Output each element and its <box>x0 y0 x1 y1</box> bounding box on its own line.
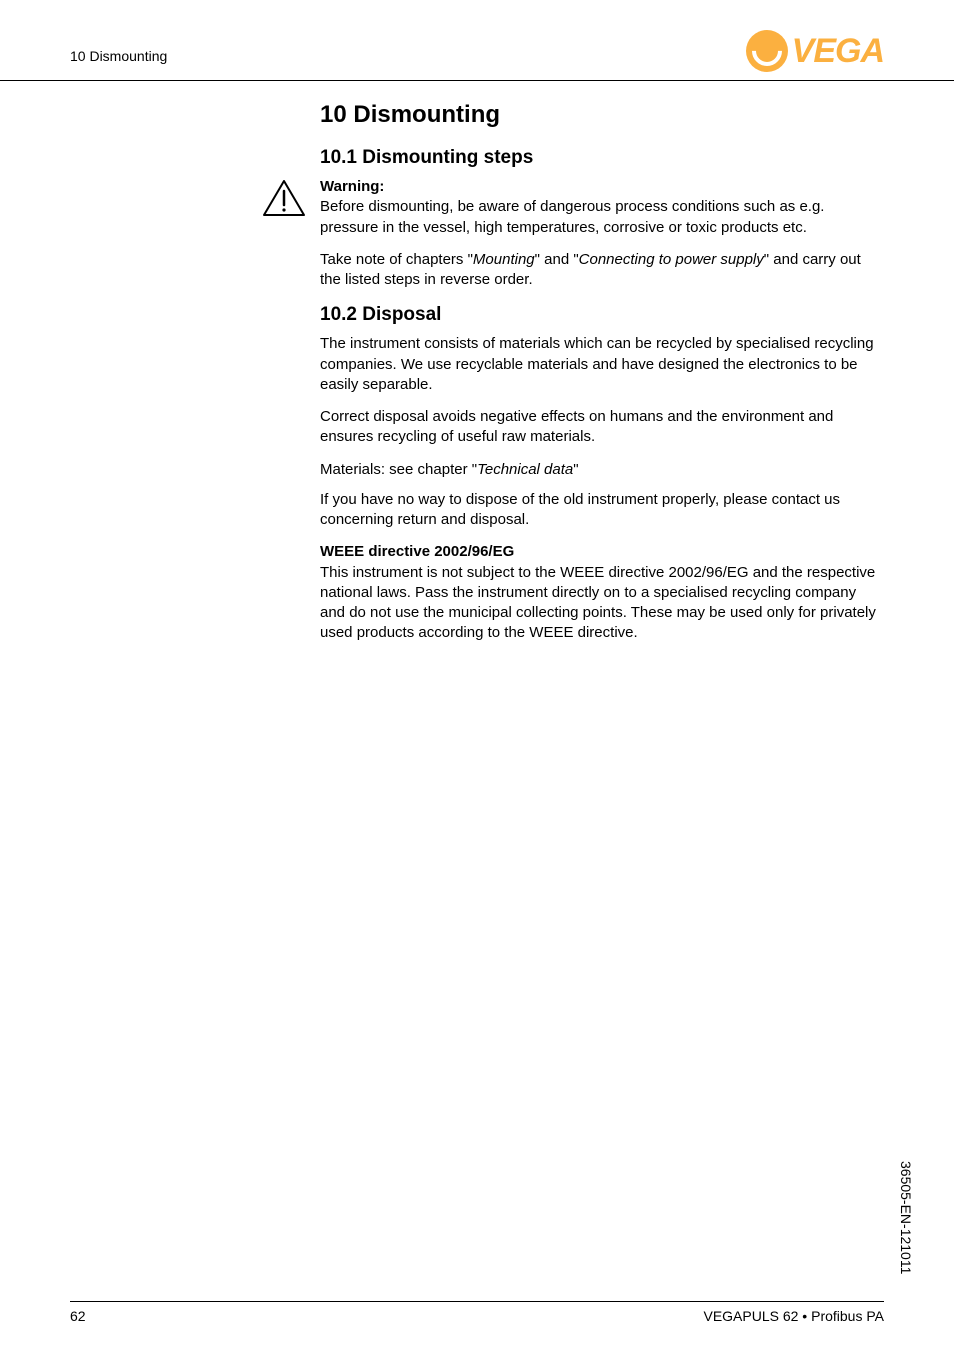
side-document-code: 36505-EN-121011 <box>898 1161 914 1274</box>
chapter-title: 10 Dismounting <box>320 101 884 129</box>
section-10-2-heading: 10.2 Disposal <box>320 304 884 326</box>
p3-italic: Technical data <box>477 461 573 478</box>
main-content: 10 Dismounting 10.1 Dismounting steps Wa… <box>0 81 954 644</box>
note-italic-connecting: Connecting to power supply <box>579 251 764 268</box>
note-italic-mounting: Mounting <box>473 251 535 268</box>
footer-product: VEGAPULS 62 • Profibus PA <box>703 1308 884 1324</box>
weee-text: This instrument is not subject to the WE… <box>320 564 876 642</box>
disposal-p1: The instrument consists of materials whi… <box>320 334 884 395</box>
page-footer: 62 VEGAPULS 62 • Profibus PA <box>70 1301 884 1324</box>
warning-block: Warning: Before dismounting, be aware of… <box>320 177 884 238</box>
note-mid: " and " <box>535 251 579 268</box>
note-paragraph: Take note of chapters "Mounting" and "Co… <box>320 250 884 291</box>
weee-label: WEEE directive 2002/96/EG <box>320 543 514 560</box>
p3-suffix: " <box>573 461 578 478</box>
warning-paragraph: Warning: Before dismounting, be aware of… <box>320 177 884 238</box>
disposal-p3: Materials: see chapter "Technical data" <box>320 460 884 480</box>
logo-icon <box>746 30 788 72</box>
section-10-1-heading: 10.1 Dismounting steps <box>320 147 884 169</box>
warning-triangle-icon <box>262 179 306 217</box>
page-number: 62 <box>70 1308 86 1324</box>
warning-label: Warning: <box>320 178 384 195</box>
p3-prefix: Materials: see chapter " <box>320 461 477 478</box>
weee-block: WEEE directive 2002/96/EG This instrumen… <box>320 542 884 643</box>
warning-text: Before dismounting, be aware of dangerou… <box>320 198 824 235</box>
disposal-p4: If you have no way to dispose of the old… <box>320 490 884 531</box>
logo-text: VEGA <box>792 32 884 71</box>
disposal-p2: Correct disposal avoids negative effects… <box>320 407 884 448</box>
header-section-label: 10 Dismounting <box>70 30 167 64</box>
brand-logo: VEGA <box>746 30 884 72</box>
note-prefix: Take note of chapters " <box>320 251 473 268</box>
page-header: 10 Dismounting VEGA <box>0 0 954 81</box>
